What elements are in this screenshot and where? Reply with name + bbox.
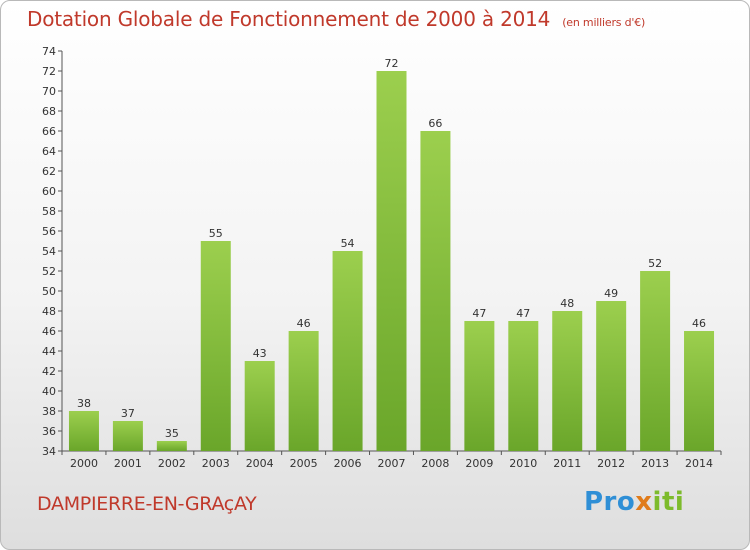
y-tick-label: 56 bbox=[42, 225, 56, 238]
data-label: 49 bbox=[604, 287, 618, 300]
bar-2011 bbox=[552, 311, 583, 451]
y-tick-label: 74 bbox=[42, 45, 56, 58]
y-tick-label: 58 bbox=[42, 205, 56, 218]
bar-2013 bbox=[640, 271, 671, 451]
y-tick-label: 60 bbox=[42, 185, 56, 198]
commune-name: DAMPIERRE-EN-GRAçAY bbox=[37, 493, 257, 515]
y-tick-label: 48 bbox=[42, 305, 56, 318]
y-tick-label: 64 bbox=[42, 145, 56, 158]
bar-2004 bbox=[244, 361, 275, 451]
y-tick-label: 46 bbox=[42, 325, 56, 338]
data-label: 46 bbox=[692, 317, 706, 330]
data-label: 46 bbox=[297, 317, 311, 330]
x-tick-label: 2001 bbox=[114, 457, 142, 470]
y-tick-label: 36 bbox=[42, 425, 56, 438]
y-tick-label: 42 bbox=[42, 365, 56, 378]
x-tick-label: 2011 bbox=[553, 457, 581, 470]
y-tick-label: 44 bbox=[42, 345, 56, 358]
data-label: 72 bbox=[385, 57, 399, 70]
data-label: 38 bbox=[77, 397, 91, 410]
bar-2000 bbox=[68, 411, 99, 451]
y-tick-label: 50 bbox=[42, 285, 56, 298]
y-tick-label: 40 bbox=[42, 385, 56, 398]
logo-part-3: iti bbox=[652, 487, 685, 517]
data-label: 47 bbox=[472, 307, 486, 320]
y-tick-label: 34 bbox=[42, 445, 56, 458]
data-label: 52 bbox=[648, 257, 662, 270]
bar-2002 bbox=[156, 441, 187, 451]
x-tick-label: 2000 bbox=[70, 457, 98, 470]
x-tick-label: 2005 bbox=[290, 457, 318, 470]
x-tick-label: 2008 bbox=[421, 457, 449, 470]
y-tick-label: 70 bbox=[42, 85, 56, 98]
y-tick-label: 38 bbox=[42, 405, 56, 418]
bar-2012 bbox=[596, 301, 627, 451]
y-tick-label: 66 bbox=[42, 125, 56, 138]
chart-title: Dotation Globale de Fonctionnement de 20… bbox=[27, 7, 645, 31]
y-tick-label: 52 bbox=[42, 265, 56, 278]
data-label: 48 bbox=[560, 297, 574, 310]
bar-2001 bbox=[112, 421, 143, 451]
x-tick-label: 2007 bbox=[378, 457, 406, 470]
data-label: 37 bbox=[121, 407, 135, 420]
x-tick-label: 2002 bbox=[158, 457, 186, 470]
data-label: 43 bbox=[253, 347, 267, 360]
bar-2010 bbox=[508, 321, 539, 451]
data-label: 47 bbox=[516, 307, 530, 320]
bar-2008 bbox=[420, 131, 451, 451]
bar-2014 bbox=[684, 331, 715, 451]
y-tick-label: 54 bbox=[42, 245, 56, 258]
x-tick-label: 2014 bbox=[685, 457, 713, 470]
y-tick-label: 68 bbox=[42, 105, 56, 118]
bar-2006 bbox=[332, 251, 363, 451]
y-tick-label: 72 bbox=[42, 65, 56, 78]
x-tick-label: 2009 bbox=[465, 457, 493, 470]
proxiti-logo: Proxiti bbox=[584, 487, 684, 517]
data-label: 66 bbox=[428, 117, 442, 130]
x-tick-label: 2006 bbox=[334, 457, 362, 470]
x-tick-label: 2004 bbox=[246, 457, 274, 470]
x-tick-label: 2012 bbox=[597, 457, 625, 470]
y-tick-label: 62 bbox=[42, 165, 56, 178]
x-tick-label: 2003 bbox=[202, 457, 230, 470]
bar-2009 bbox=[464, 321, 495, 451]
bar-2003 bbox=[200, 241, 231, 451]
logo-part-2: x bbox=[635, 487, 653, 517]
data-label: 54 bbox=[341, 237, 355, 250]
data-label: 35 bbox=[165, 427, 179, 440]
title-text: Dotation Globale de Fonctionnement de 20… bbox=[27, 7, 551, 31]
data-label: 55 bbox=[209, 227, 223, 240]
bar-2005 bbox=[288, 331, 319, 451]
unit-label: (en milliers d'€) bbox=[562, 16, 646, 29]
x-tick-label: 2010 bbox=[509, 457, 537, 470]
logo-part-1: Pro bbox=[584, 487, 636, 517]
bar-2007 bbox=[376, 71, 407, 451]
x-tick-label: 2013 bbox=[641, 457, 669, 470]
